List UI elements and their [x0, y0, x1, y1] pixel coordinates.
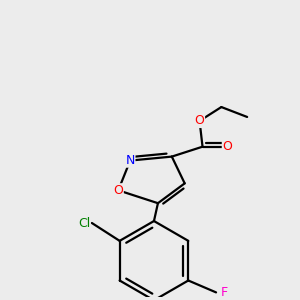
Text: N: N — [125, 154, 135, 167]
Text: O: O — [195, 114, 205, 128]
Text: O: O — [113, 184, 123, 197]
Text: Cl: Cl — [78, 217, 90, 230]
Text: O: O — [222, 140, 232, 153]
Text: F: F — [220, 286, 227, 299]
